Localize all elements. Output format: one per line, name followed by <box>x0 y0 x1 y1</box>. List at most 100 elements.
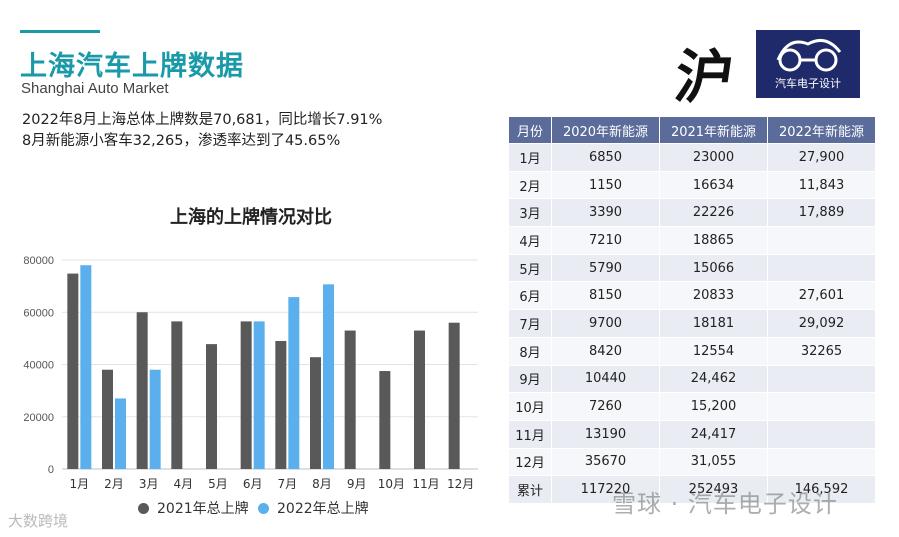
table-row: 9月 10440 24,462 <box>508 364 876 394</box>
table-row: 11月 13190 24,417 <box>508 419 876 449</box>
x-tick-label: 2月 <box>104 477 124 491</box>
y-tick-label: 20000 <box>23 412 54 424</box>
table-month-cell: 9月 <box>508 364 552 394</box>
table-cell: 18865 <box>659 226 768 255</box>
x-tick-label: 4月 <box>174 477 194 491</box>
table-cell <box>767 419 876 449</box>
bar-2021 <box>414 330 425 469</box>
table-row: 5月 5790 15066 <box>508 253 876 283</box>
table-cell: 31,055 <box>659 447 768 477</box>
table-cell: 32265 <box>767 336 876 366</box>
table-cell: 24,417 <box>659 419 768 449</box>
table-cell: 8150 <box>551 281 660 311</box>
table-cell: 5790 <box>551 253 660 283</box>
bar-2022 <box>80 265 92 469</box>
nev-data-table: 月份 2020年新能源 2021年新能源 2022年新能源 1月 6850 2300… <box>508 116 876 504</box>
table-cell: 15,200 <box>659 392 768 421</box>
table-month-cell: 4月 <box>508 226 552 255</box>
table-cell: 6850 <box>551 143 660 172</box>
bar-2021 <box>136 312 148 469</box>
table-row: 10月 7260 15,200 <box>508 392 876 421</box>
title-accent-bar <box>20 30 100 33</box>
bar-2021 <box>448 322 460 469</box>
watermark-bottom-left: 大数跨境 <box>8 512 69 530</box>
table-cell: 22226 <box>659 198 768 228</box>
table-month-cell: 8月 <box>508 336 552 366</box>
watermark-bottom-right: 雪球 · 汽车电子设计 <box>612 490 838 518</box>
bar-2021 <box>344 330 356 469</box>
table-cell: 146,592 <box>767 475 876 504</box>
table-cell: 7260 <box>551 392 660 421</box>
bar-2021 <box>379 371 391 469</box>
table-cell: 20833 <box>659 281 768 311</box>
page-title: 上海汽车上牌数据 <box>20 51 244 82</box>
y-tick-label: 60000 <box>23 307 54 319</box>
table-row: 3月 3390 22226 17,889 <box>508 198 876 228</box>
x-tick-label: 12月 <box>447 477 474 491</box>
table-cell: 7210 <box>551 226 660 255</box>
legend-swatch-2022 <box>258 502 269 514</box>
summary-text: 2022年8月上海总体上牌数是70,681，同比增长7.91% 8月新能源小客车… <box>22 110 382 152</box>
table-row: 2月 1150 16634 11,843 <box>508 170 876 200</box>
table-cell: 16634 <box>659 170 768 200</box>
table-cell: 27,601 <box>767 281 876 311</box>
y-tick-label: 80000 <box>23 255 54 267</box>
bar-chart: 0 20000 40000 60000 80000 1月 2月 3月 4月 5月 6月 7月 8月 9月 1… <box>23 255 478 491</box>
table-cell: 10440 <box>551 364 660 394</box>
table-cell: 9700 <box>551 309 660 338</box>
table-cell: 13190 <box>551 419 660 449</box>
bar-2021 <box>102 369 113 469</box>
table-cell: 252493 <box>659 475 768 504</box>
table-cell: 23000 <box>659 143 768 172</box>
x-tick-label: 10月 <box>378 477 405 491</box>
bar-2022 <box>115 398 126 469</box>
table-month-cell: 3月 <box>508 198 552 228</box>
table-cell <box>767 447 876 477</box>
table-row: 7月 9700 18181 29,092 <box>508 309 876 338</box>
table-cell: 27,900 <box>767 143 876 172</box>
bar-2021 <box>206 344 217 469</box>
table-month-cell: 11月 <box>508 419 552 449</box>
table-cell <box>767 364 876 394</box>
y-tick-label: 40000 <box>23 360 54 372</box>
table-row: 8月 8420 12554 32265 <box>508 336 876 366</box>
table-header: 2022年新能源 <box>767 116 876 144</box>
x-tick-label: 7月 <box>278 477 298 491</box>
x-tick-label: 9月 <box>347 477 367 491</box>
bar-2021 <box>275 340 287 469</box>
summary-line-1: 2022年8月上海总体上牌数是70,681，同比增长7.91% <box>22 112 383 128</box>
table-cell <box>767 253 876 283</box>
bar-2022 <box>253 321 265 469</box>
summary-line-2: 8月新能源小客车32,265，渗透率达到了45.65% <box>22 133 341 149</box>
x-tick-label: 6月 <box>243 477 263 491</box>
table-month-cell: 累计 <box>508 475 552 504</box>
x-tick-label: 11月 <box>412 477 439 491</box>
table-header: 2020年新能源 <box>551 116 660 144</box>
table-cell: 24,462 <box>659 364 768 394</box>
table-month-cell: 7月 <box>508 309 552 338</box>
table-cell: 15066 <box>659 253 768 283</box>
motorcycle-logo-icon <box>776 38 842 72</box>
legend-label-2021: 2021年总上牌 <box>157 501 249 517</box>
legend-item-2022: 2022年总上牌 <box>258 498 369 518</box>
table-month-cell: 5月 <box>508 253 552 283</box>
page-subtitle: Shanghai Auto Market <box>21 80 169 97</box>
table-cell: 17,889 <box>767 198 876 228</box>
table-row: 1月 6850 23000 27,900 <box>508 143 876 172</box>
bar-2022 <box>149 369 161 469</box>
table-row: 12月 35670 31,055 <box>508 447 876 477</box>
x-tick-label: 1月 <box>70 477 90 491</box>
x-tick-label: 5月 <box>208 477 228 491</box>
bar-2021 <box>67 273 79 469</box>
table-cell: 35670 <box>551 447 660 477</box>
bar-2022 <box>323 284 334 469</box>
table-row: 4月 7210 18865 <box>508 226 876 255</box>
table-cell <box>767 392 876 421</box>
table-cell: 18181 <box>659 309 768 338</box>
legend-label-2022: 2022年总上牌 <box>277 501 369 517</box>
table-month-cell: 1月 <box>508 143 552 172</box>
brand-calligraphy: 沪 <box>670 43 739 111</box>
table-cell <box>767 226 876 255</box>
brand-logo-text: 汽车电子设计 <box>775 77 841 90</box>
table-cell: 3390 <box>551 198 660 228</box>
